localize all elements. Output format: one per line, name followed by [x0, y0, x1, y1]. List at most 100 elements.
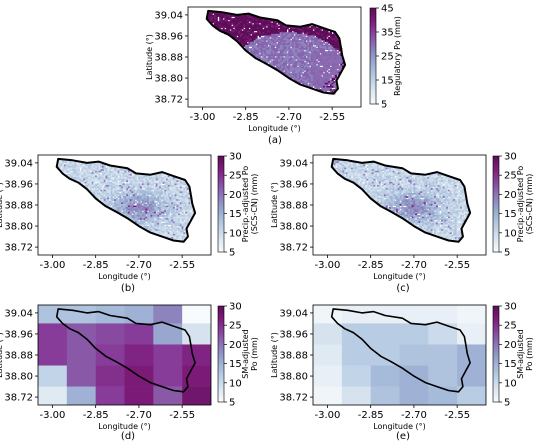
- raster-pixel: [159, 181, 162, 184]
- raster-pixel: [284, 27, 288, 30]
- raster-pixel: [402, 178, 406, 181]
- raster-pixel: [159, 199, 162, 202]
- raster-pixel: [127, 216, 131, 219]
- raster-pixel: [378, 185, 381, 187]
- raster-pixel: [415, 181, 418, 184]
- colorbar-segment: [218, 218, 224, 222]
- raster-pixel: [60, 169, 63, 172]
- raster-pixel: [140, 189, 143, 192]
- raster-pixel: [406, 186, 409, 189]
- raster-pixel: [241, 32, 244, 35]
- raster-pixel: [317, 76, 320, 79]
- raster-pixel: [134, 218, 138, 221]
- raster-pixel: [277, 67, 281, 69]
- raster-pixel: [181, 186, 184, 189]
- raster-pixel: [428, 178, 432, 181]
- raster-pixel: [65, 170, 68, 173]
- raster-pixel: [310, 65, 313, 68]
- raster-pixel: [152, 183, 155, 186]
- raster-pixel: [86, 166, 89, 169]
- raster-pixel: [148, 199, 151, 202]
- raster-pixel: [241, 18, 244, 21]
- raster-pixel: [98, 167, 101, 170]
- raster-pixel: [246, 22, 249, 25]
- raster-pixel: [257, 51, 260, 54]
- raster-pixel: [401, 175, 404, 178]
- raster-pixel: [121, 178, 124, 181]
- raster-pixel: [179, 191, 182, 194]
- raster-pixel: [171, 216, 174, 219]
- raster-pixel: [356, 177, 359, 180]
- raster-pixel: [298, 62, 301, 65]
- raster-pixel: [107, 202, 110, 205]
- raster-pixel: [324, 48, 327, 51]
- raster-pixel: [284, 30, 288, 33]
- raster-pixel: [171, 178, 174, 181]
- raster-pixel: [217, 27, 220, 30]
- raster-pixel: [271, 52, 274, 55]
- raster-pixel: [377, 167, 380, 170]
- raster-pixel: [110, 197, 113, 200]
- raster-pixel: [378, 181, 381, 184]
- raster-pixel: [181, 216, 184, 219]
- raster-pixel: [114, 199, 117, 202]
- raster-pixel: [224, 19, 227, 22]
- raster-pixel: [276, 25, 279, 28]
- raster-pixel: [162, 203, 165, 206]
- raster-pixel: [166, 180, 169, 183]
- raster-pixel: [103, 186, 106, 189]
- raster-pixel: [114, 170, 117, 173]
- raster-pixel: [188, 211, 191, 214]
- raster-pixel: [234, 16, 237, 19]
- raster-pixel: [229, 18, 232, 21]
- raster-pixel: [359, 183, 362, 186]
- raster-pixel: [107, 191, 110, 194]
- raster-pixel: [281, 63, 284, 66]
- raster-pixel: [176, 196, 179, 199]
- raster-pixel: [98, 186, 101, 189]
- raster-pixel: [420, 185, 423, 187]
- raster-pixel: [157, 188, 160, 191]
- raster-pixel: [166, 178, 169, 181]
- raster-pixel: [162, 197, 165, 200]
- raster-pixel: [133, 188, 136, 191]
- raster-pixel: [345, 166, 348, 169]
- raster-pixel: [288, 65, 291, 68]
- raster-pixel: [274, 59, 277, 62]
- raster-pixel: [377, 178, 380, 181]
- colorbar-segment: [218, 187, 224, 190]
- raster-pixel: [324, 38, 327, 41]
- raster-pixel: [272, 24, 275, 27]
- raster-pixel: [296, 67, 300, 69]
- raster-pixel: [155, 173, 158, 176]
- raster-pixel: [166, 202, 169, 205]
- raster-pixel: [404, 181, 407, 184]
- raster-pixel: [250, 43, 253, 46]
- raster-pixel: [456, 183, 459, 186]
- raster-pixel: [385, 172, 388, 175]
- raster-pixel: [241, 16, 244, 19]
- raster-pixel: [171, 218, 174, 221]
- raster-pixel: [295, 63, 298, 66]
- raster-pixel: [133, 175, 136, 178]
- colorbar-segment: [218, 160, 224, 164]
- raster-pixel: [305, 74, 308, 77]
- raster-pixel: [164, 230, 167, 233]
- raster-pixel: [238, 37, 241, 39]
- raster-pixel: [276, 38, 279, 41]
- raster-pixel: [385, 185, 388, 187]
- raster-pixel: [157, 197, 160, 200]
- raster-pixel: [162, 207, 165, 210]
- raster-pixel: [62, 161, 65, 164]
- raster-pixel: [322, 59, 326, 62]
- raster-pixel: [141, 219, 144, 222]
- raster-pixel: [243, 25, 246, 28]
- raster-pixel: [335, 70, 338, 73]
- raster-pixel: [107, 181, 110, 184]
- raster-pixel: [152, 200, 155, 203]
- raster-pixel: [95, 183, 98, 186]
- raster-pixel: [145, 180, 148, 183]
- raster-pixel: [359, 164, 362, 167]
- raster-pixel: [326, 67, 329, 69]
- raster-pixel: [155, 186, 158, 189]
